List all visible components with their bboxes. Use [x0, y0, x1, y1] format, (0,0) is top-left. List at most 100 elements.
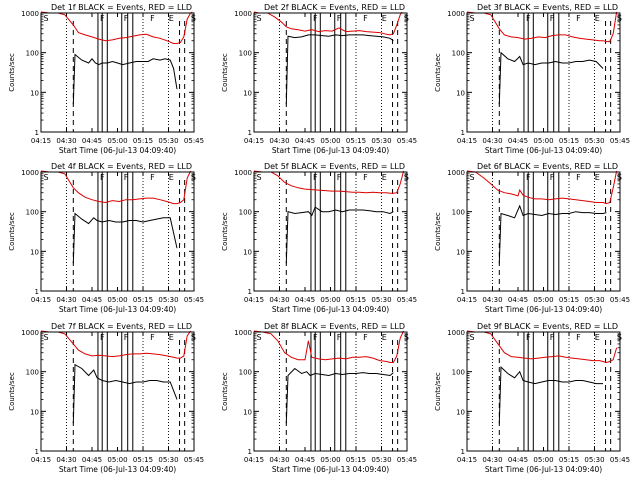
segment-marker: S — [191, 14, 196, 23]
series-line-events — [285, 34, 394, 105]
x-tick-label: 05:00 — [533, 456, 553, 464]
series-line-events — [498, 51, 604, 105]
segment-marker: F — [150, 14, 155, 23]
y-tick-label: 10 — [30, 248, 39, 256]
x-tick-label: 05:15 — [559, 296, 579, 304]
plot-frame — [466, 331, 621, 452]
segment-marker: E — [169, 14, 174, 23]
x-tick-label: 04:30 — [482, 456, 502, 464]
segment-marker: S — [617, 173, 622, 182]
y-tick-label: 1 — [461, 448, 465, 456]
y-tick-label: 1000 — [234, 169, 252, 177]
x-tick-label: 04:45 — [508, 296, 528, 304]
segment-marker: F — [526, 173, 531, 182]
x-tick-label: 05:00 — [533, 296, 553, 304]
segment-marker: F — [363, 173, 368, 182]
detector-panel-1: Det 1f BLACK = Events, RED = LLD Counts/s… — [8, 3, 204, 155]
x-tick-label: 04:15 — [31, 296, 51, 304]
y-axis-label: Counts/sec — [8, 372, 16, 411]
detector-panel-6: Det 6f BLACK = Events, RED = LLD Counts/s… — [434, 162, 630, 314]
y-tick-label: 100 — [239, 209, 252, 217]
series-line-events — [72, 363, 178, 424]
plot-frame — [253, 331, 408, 452]
y-tick-label: 1000 — [21, 169, 39, 177]
x-tick-label: 05:30 — [158, 137, 178, 145]
segment-marker: F — [363, 333, 368, 342]
x-tick-label: 05:45 — [397, 456, 417, 464]
y-axis-label: Counts/sec — [8, 212, 16, 251]
y-tick-label: 1 — [248, 288, 252, 296]
y-tick-label: 1000 — [234, 329, 252, 337]
series-line-lld — [466, 11, 618, 43]
segment-marker: F — [337, 333, 342, 342]
x-tick-label: 05:45 — [610, 296, 630, 304]
x-axis-label: Start Time (06-Jul-13 04:09:40) — [485, 465, 602, 474]
y-tick-label: 10 — [243, 89, 252, 97]
y-tick-label: 10 — [30, 408, 39, 416]
y-tick-label: 10 — [243, 248, 252, 256]
segment-marker: S — [191, 173, 196, 182]
detector-panel-2: Det 2f BLACK = Events, RED = LLD Counts/s… — [221, 3, 417, 155]
segment-marker: E — [169, 173, 174, 182]
segment-marker: F — [526, 333, 531, 342]
plot-frame — [40, 331, 195, 452]
series-line-lld — [253, 170, 405, 194]
segment-marker: F — [100, 333, 105, 342]
series-line-events — [498, 204, 607, 264]
x-tick-label: 05:00 — [107, 296, 127, 304]
series-line-lld — [40, 11, 193, 44]
series-line-events — [498, 365, 603, 424]
panel-title: Det 1f BLACK = Events, RED = LLD — [51, 3, 192, 12]
y-axis-label: Counts/sec — [434, 53, 442, 92]
segment-marker: F — [124, 14, 129, 23]
x-tick-label: 05:15 — [346, 137, 366, 145]
segment-marker: F — [124, 173, 129, 182]
x-axis-label: Start Time (06-Jul-13 04:09:40) — [272, 146, 389, 155]
plot-frame — [40, 12, 195, 133]
y-tick-label: 1000 — [447, 169, 465, 177]
y-axis-label: Counts/sec — [221, 372, 229, 411]
plot-frame — [253, 12, 408, 133]
segment-marker: S — [617, 333, 622, 342]
y-tick-label: 100 — [239, 369, 252, 377]
detector-panel-5: Det 5f BLACK = Events, RED = LLD Counts/s… — [221, 162, 417, 314]
segment-marker: F — [526, 14, 531, 23]
x-tick-label: 05:00 — [320, 456, 340, 464]
series-line-events — [285, 367, 394, 424]
y-tick-label: 100 — [26, 209, 39, 217]
y-tick-label: 100 — [452, 209, 465, 217]
x-axis-label: Start Time (06-Jul-13 04:09:40) — [272, 465, 389, 474]
detector-panel-4: Det 4f BLACK = Events, RED = LLD Counts/s… — [8, 162, 204, 314]
segment-marker: E — [595, 14, 600, 23]
segment-marker: F — [576, 14, 581, 23]
series-line-lld — [253, 330, 405, 363]
y-tick-label: 100 — [26, 50, 39, 58]
x-axis-label: Start Time (06-Jul-13 04:09:40) — [59, 146, 176, 155]
y-axis-label: Counts/sec — [221, 53, 229, 92]
x-tick-label: 04:45 — [82, 137, 102, 145]
y-tick-label: 100 — [452, 369, 465, 377]
plot-frame — [466, 171, 621, 292]
segment-marker: F — [313, 14, 318, 23]
x-tick-label: 05:30 — [158, 456, 178, 464]
x-tick-label: 04:45 — [82, 456, 102, 464]
y-tick-label: 1 — [461, 288, 465, 296]
series-line-lld — [466, 170, 618, 205]
segment-marker: S — [257, 173, 262, 182]
segment-marker: E — [169, 333, 174, 342]
series-line-events — [72, 212, 178, 264]
y-tick-label: 10 — [456, 408, 465, 416]
plot-frame — [40, 171, 195, 292]
y-tick-label: 1 — [35, 129, 39, 137]
x-tick-label: 05:00 — [533, 137, 553, 145]
panel-title: Det 9f BLACK = Events, RED = LLD — [477, 322, 618, 331]
x-tick-label: 05:15 — [133, 296, 153, 304]
panel-title: Det 2f BLACK = Events, RED = LLD — [264, 3, 405, 12]
segment-marker: S — [470, 173, 475, 182]
x-tick-label: 05:00 — [107, 456, 127, 464]
series-line-lld — [253, 11, 403, 36]
x-tick-label: 05:45 — [610, 456, 630, 464]
x-tick-label: 04:15 — [244, 137, 264, 145]
y-tick-label: 1 — [35, 448, 39, 456]
